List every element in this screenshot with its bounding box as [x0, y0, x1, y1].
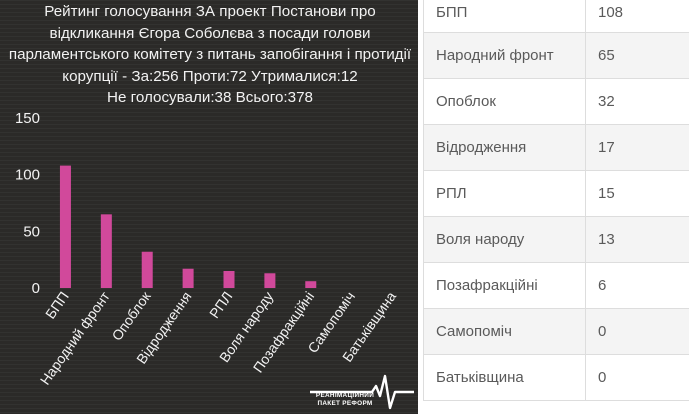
- party-name-cell: Опоблок: [423, 77, 586, 125]
- vote-count-cell: 108: [585, 0, 689, 33]
- party-name-cell: Народний фронт: [423, 31, 586, 79]
- chart-title-line-3: парламентського комітету з питань запобі…: [8, 46, 412, 63]
- vote-count-cell: 65: [585, 31, 689, 79]
- chart-panel: Рейтинг голосування ЗА проект Постанови …: [0, 0, 418, 414]
- results-table: БПП 108 Народний фронт 65 Опоблок 32 Відроджен…: [423, 0, 689, 401]
- bar-6: [264, 273, 276, 288]
- table-row: Позафракційні 6: [423, 261, 689, 309]
- x-tick-label: БПП: [42, 289, 72, 322]
- chart-title-line-5: Не голосували:38 Всього:378: [107, 89, 313, 106]
- chart-title-line-1: Рейтинг голосування ЗА проект Постанови …: [44, 3, 376, 20]
- chart-title: Рейтинг голосування ЗА проект Постанови …: [6, 1, 414, 109]
- party-name-cell: РПЛ: [423, 169, 586, 217]
- bar-5: [223, 271, 235, 288]
- table-row: Народний фронт 65: [423, 31, 689, 79]
- table-row: Воля народу 13: [423, 215, 689, 263]
- party-name-cell: Батьківщина: [423, 353, 586, 401]
- vote-count-cell: 0: [585, 307, 689, 355]
- chart-title-line-2: відкликання Єгора Соболєва з посади голо…: [49, 24, 371, 42]
- vote-count-cell: 0: [585, 353, 689, 401]
- y-tick-label: 150: [15, 110, 40, 127]
- vote-count-cell: 13: [585, 215, 689, 263]
- vote-count-cell: 6: [585, 261, 689, 309]
- table-row: Батьківщина 0: [423, 353, 689, 401]
- party-name-cell: БПП: [423, 0, 586, 33]
- table-row: БПП 108: [423, 0, 689, 33]
- x-tick-label: Опоблок: [109, 288, 155, 344]
- results-table-panel: БПП 108 Народний фронт 65 Опоблок 32 Відроджен…: [423, 0, 689, 414]
- y-tick-label: 0: [32, 280, 40, 297]
- table-row: РПЛ 15: [423, 169, 689, 217]
- vote-count-cell: 17: [585, 123, 689, 171]
- party-name-cell: Відродження: [423, 123, 586, 171]
- bar-2: [100, 214, 112, 288]
- logo-text: РЕАНІМАЦІЙНИЙ ПАКЕТ РЕФОРМ: [312, 392, 378, 408]
- heartbeat-icon: [310, 374, 414, 410]
- party-name-cell: Воля народу: [423, 215, 586, 263]
- y-tick-label: 100: [15, 167, 40, 184]
- vote-count-cell: 32: [585, 77, 689, 125]
- chart-title-line-4: корупції - За:256 Проти:72 Утрималися:12: [62, 67, 358, 85]
- table-row: Самопоміч 0: [423, 307, 689, 355]
- bar-3: [141, 251, 153, 288]
- party-name-cell: Самопоміч: [423, 307, 586, 355]
- table-row: Відродження 17: [423, 123, 689, 171]
- party-name-cell: Позафракційні: [423, 261, 586, 309]
- x-tick-label: РПЛ: [206, 289, 236, 322]
- vote-count-cell: 15: [585, 169, 689, 217]
- table-row: Опоблок 32: [423, 77, 689, 125]
- logo-line-2: ПАКЕТ РЕФОРМ: [317, 400, 373, 407]
- bar-7: [305, 281, 317, 288]
- bar-4: [182, 268, 194, 288]
- logo-line-1: РЕАНІМАЦІЙНИЙ: [315, 392, 375, 399]
- bar-1: [59, 165, 71, 288]
- y-tick-label: 50: [23, 223, 40, 240]
- logo: РЕАНІМАЦІЙНИЙ ПАКЕТ РЕФОРМ: [310, 372, 414, 412]
